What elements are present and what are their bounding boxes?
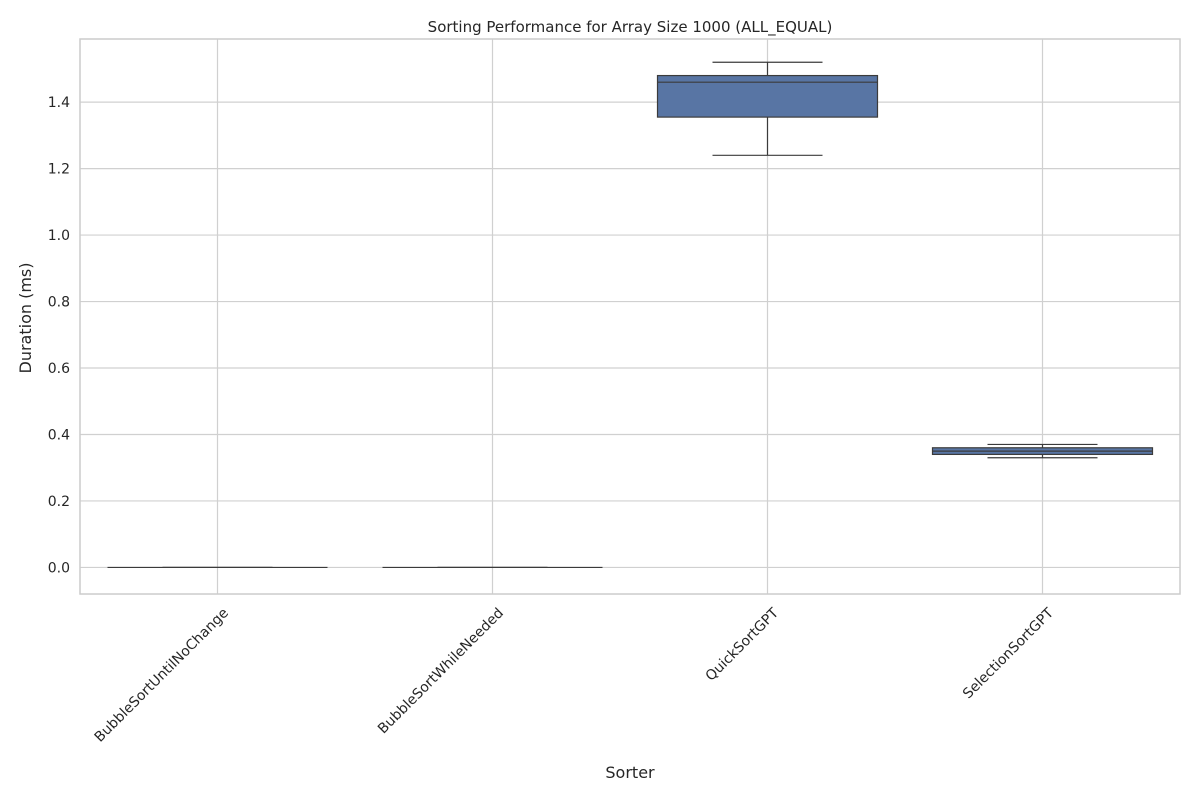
box-group [931,443,1154,459]
y-tick-label: 0.6 [48,361,70,377]
box-group [656,61,879,156]
x-tick-label: BubbleSortWhileNeeded [375,605,507,737]
x-tick-label: SelectionSortGPT [960,605,1057,702]
y-tick-label: 0.4 [48,427,70,443]
y-axis-label: Duration (ms) [16,263,35,374]
y-tick-label: 1.0 [48,228,70,244]
plot-frame [79,38,1181,595]
y-tick-label: 0.0 [48,560,70,576]
x-tick-label: BubbleSortUntilNoChange [92,605,232,745]
y-tick-label: 0.8 [48,295,70,311]
y-tick-label: 0.2 [48,494,70,510]
x-axis-label: Sorter [605,763,655,782]
x-tick-label: QuickSortGPT [703,605,783,685]
y-tick-label: 1.4 [48,95,70,111]
y-tick-label: 1.2 [48,162,70,178]
chart-title: Sorting Performance for Array Size 1000 … [428,18,833,37]
